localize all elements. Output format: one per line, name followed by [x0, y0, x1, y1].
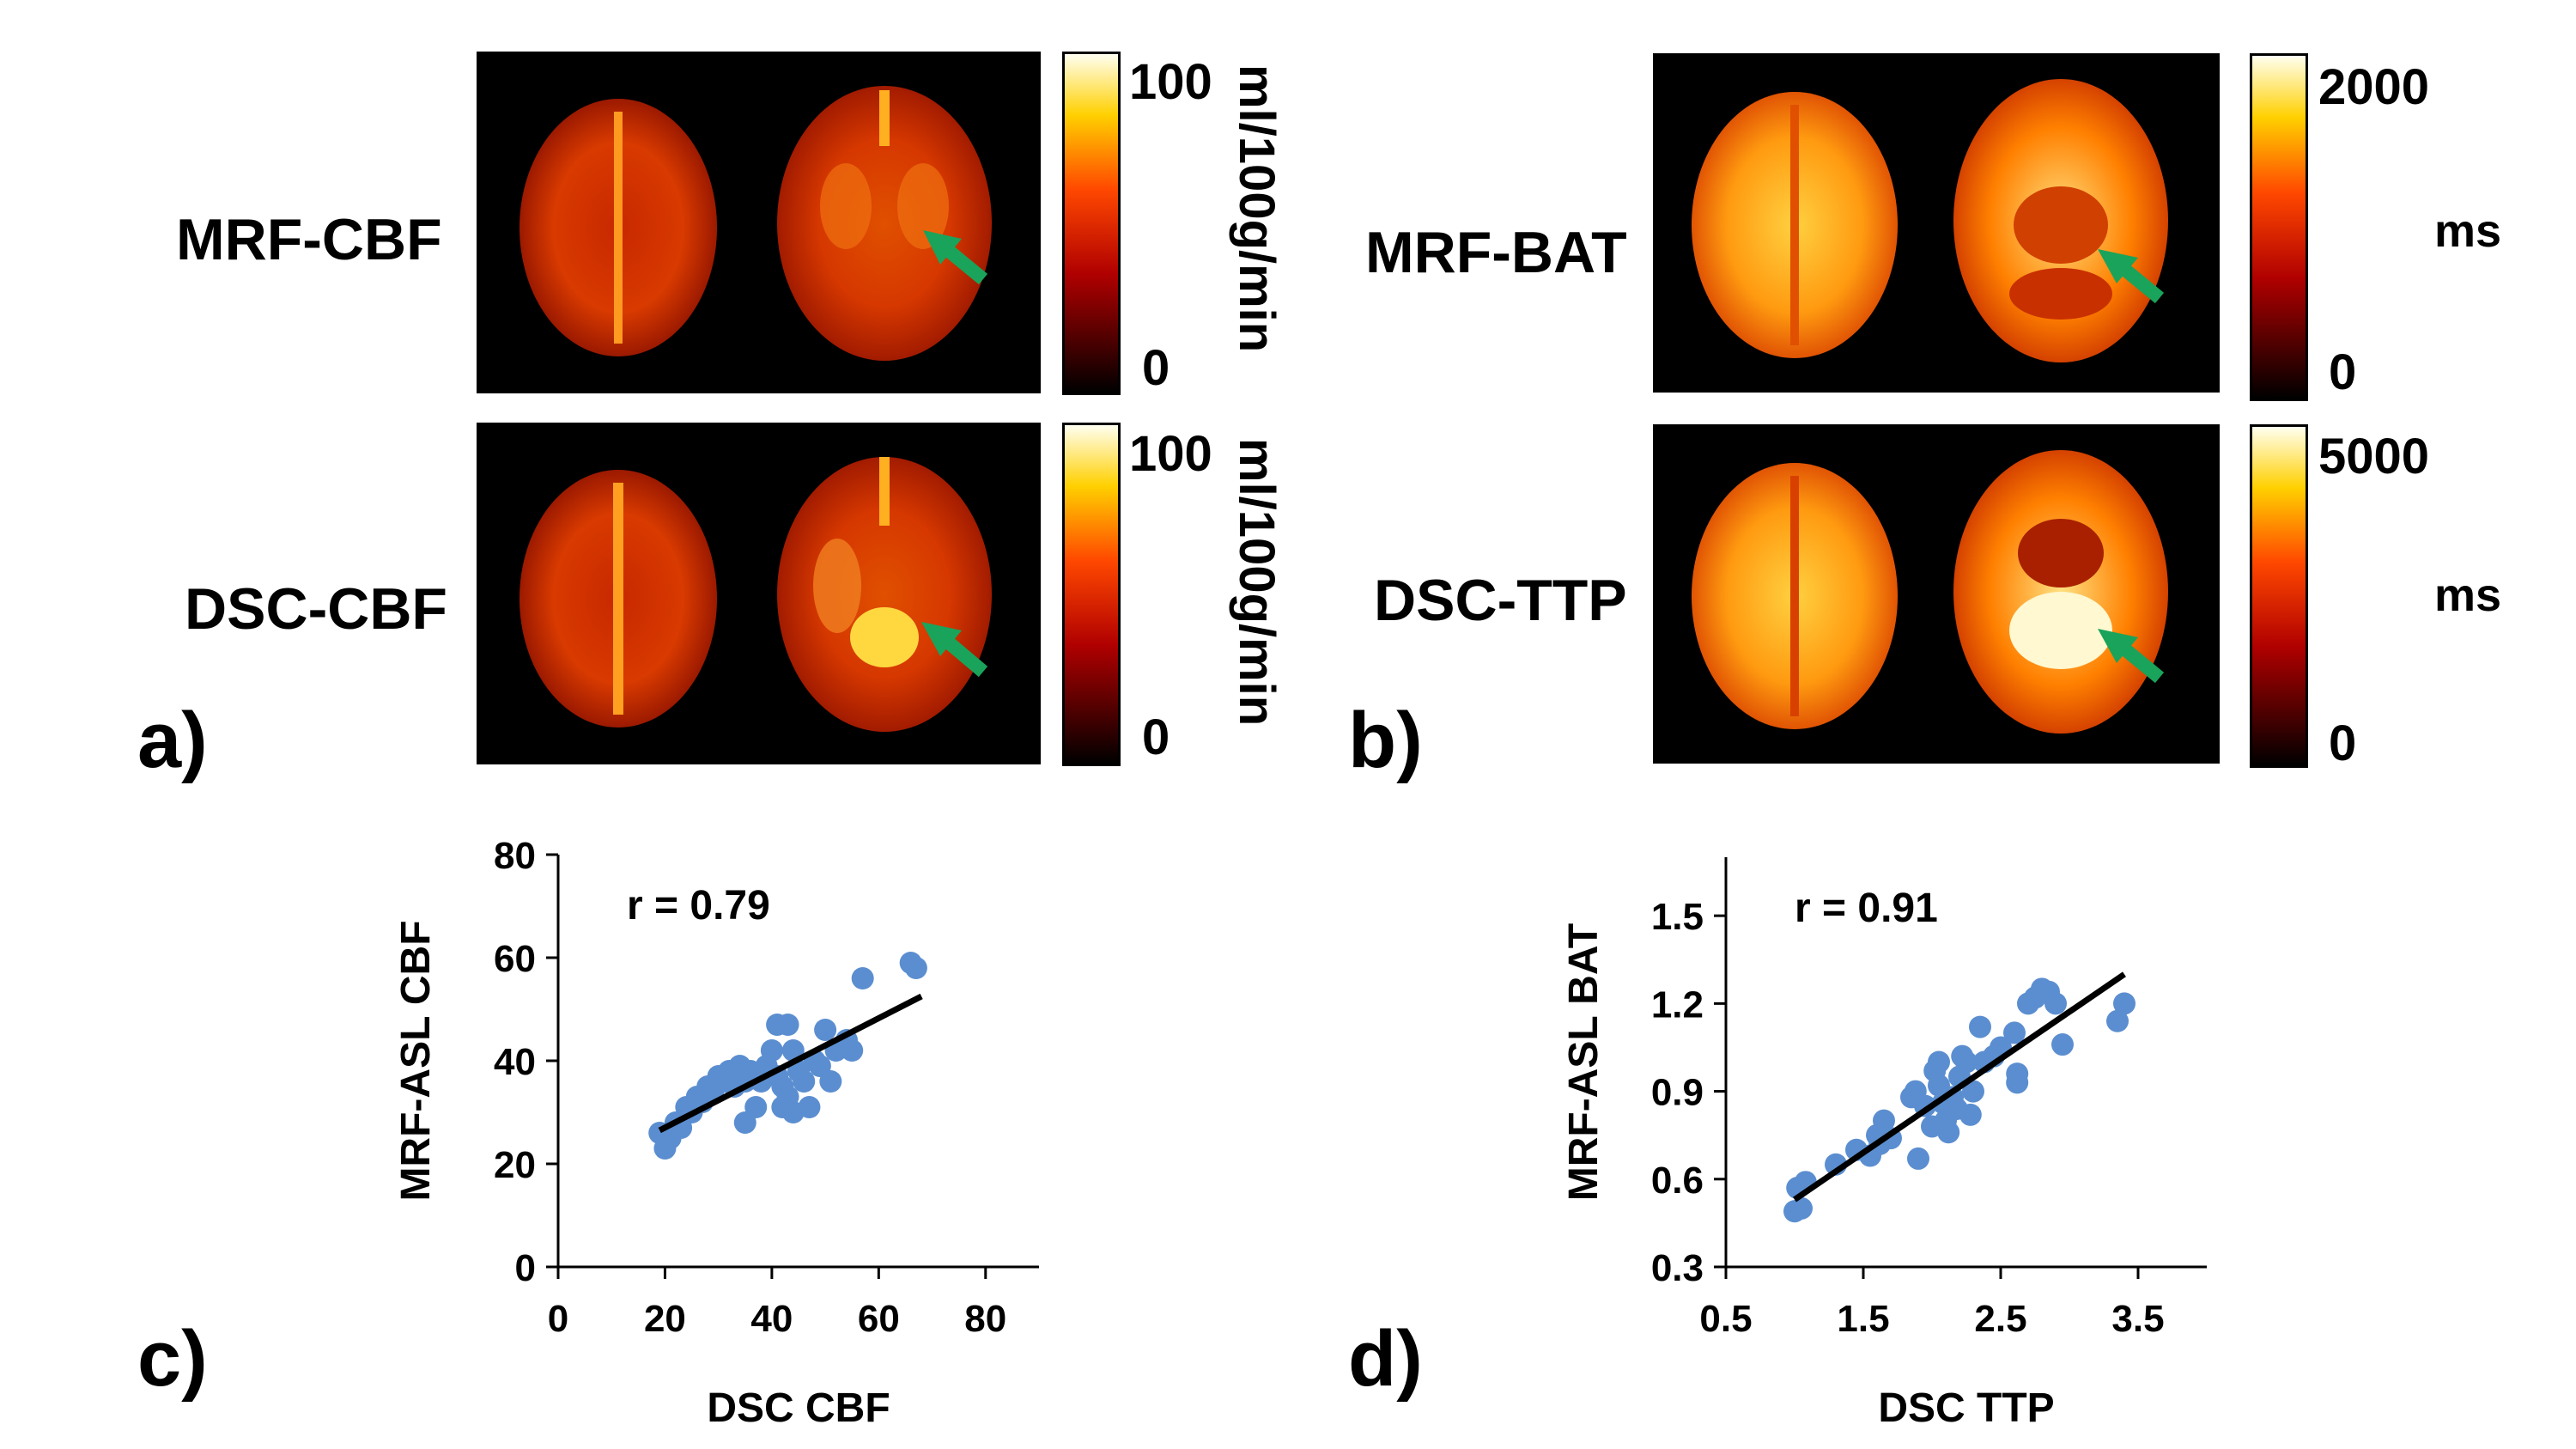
scatter-chart-cbf: 0 20 40 60 80 0 20 40 60 80 r = 0.79 DSC CBF MRF-ASL…	[393, 835, 1039, 1431]
dsc-ttp-map	[1653, 424, 2220, 764]
panel-label-c: c)	[137, 1315, 208, 1403]
data-point	[2006, 1071, 2029, 1094]
data-point	[776, 1014, 799, 1036]
data-point	[1962, 1080, 1984, 1103]
cb-max-dsc-cbf: 100	[1129, 426, 1212, 482]
panel-label-d: d)	[1348, 1315, 1423, 1403]
y-axis-label: MRF-ASL CBF	[393, 920, 439, 1201]
data-point	[2051, 1033, 2074, 1056]
y-tick-label: 0.9	[1651, 1072, 1704, 1114]
dsc-ttp-brains	[1692, 450, 2168, 734]
y-tick-label: 1.5	[1651, 896, 1704, 938]
cb-min-dsc-cbf: 0	[1142, 709, 1170, 765]
arrow-icon	[939, 241, 988, 285]
y-tick-label: 1.2	[1651, 983, 1704, 1026]
row-label-dsc-ttp: DSC-TTP	[1374, 568, 1627, 633]
unit-dsc-ttp: ms	[2434, 569, 2502, 621]
data-point	[904, 957, 927, 979]
data-point	[760, 1039, 783, 1062]
panel-label-b: b)	[1348, 697, 1423, 784]
cb-min-dsc-ttp: 0	[2329, 715, 2357, 771]
arrow-icon	[2116, 640, 2165, 684]
y-tick-label: 80	[494, 835, 536, 877]
correlation-annotation: r = 0.91	[1795, 886, 1938, 931]
colorbar-mrf-cbf	[1062, 52, 1121, 395]
x-axis-label: DSC TTP	[1878, 1385, 2054, 1431]
data-point	[1959, 1103, 1982, 1126]
data-point	[1873, 1109, 1895, 1132]
x-tick-label: 80	[964, 1298, 1006, 1340]
mrf-cbf-map	[477, 52, 1041, 393]
cb-max-mrf-bat: 2000	[2318, 59, 2430, 115]
data-point	[1907, 1147, 1929, 1170]
row-label-mrf-bat: MRF-BAT	[1365, 220, 1627, 285]
y-tick-label: 40	[494, 1041, 536, 1083]
data-point	[1969, 1015, 1991, 1038]
data-point	[1790, 1196, 1813, 1220]
y-tick-label: 0.6	[1651, 1160, 1704, 1202]
unit-mrf-bat: ms	[2434, 205, 2502, 257]
fit-line	[1793, 971, 2126, 1202]
arrow-icon	[939, 633, 988, 678]
data-point	[2044, 992, 2067, 1015]
scatter-chart-bat: 0.3 0.6 0.9 1.2 1.5 0.5 1.5 2.5 3.5 r = 0.91 DSC T…	[1561, 857, 2207, 1431]
cb-max-dsc-ttp: 5000	[2318, 429, 2430, 484]
data-point	[2106, 1009, 2129, 1032]
data-point	[2113, 992, 2136, 1015]
x-tick-label: 1.5	[1837, 1298, 1889, 1340]
y-tick-label: 20	[494, 1144, 536, 1186]
dsc-cbf-map	[477, 423, 1041, 764]
unit-dsc-cbf: ml/100g/min	[1229, 438, 1285, 727]
mrf-cbf-brains	[519, 86, 992, 361]
x-tick-label: 40	[750, 1298, 793, 1340]
colorbar-mrf-bat	[2250, 53, 2308, 401]
data-point	[798, 1096, 821, 1118]
mrf-bat-brains	[1692, 79, 2168, 362]
mrf-bat-map	[1653, 53, 2220, 393]
colorbar-dsc-cbf	[1062, 423, 1121, 766]
fit-line	[658, 993, 923, 1134]
y-tick-label: 0	[515, 1247, 536, 1289]
x-tick-label: 60	[858, 1298, 900, 1340]
data-point	[793, 1070, 816, 1093]
row-label-dsc-cbf: DSC-CBF	[185, 576, 447, 642]
y-axis-label: MRF-ASL BAT	[1561, 923, 1607, 1202]
unit-mrf-cbf: ml/100g/min	[1229, 64, 1285, 353]
x-tick-label: 3.5	[2111, 1298, 2164, 1340]
data-point	[851, 967, 874, 989]
cb-max-mrf-cbf: 100	[1129, 54, 1212, 110]
y-tick-label: 60	[494, 938, 536, 980]
cb-min-mrf-bat: 0	[2329, 344, 2357, 400]
data-point	[841, 1039, 864, 1062]
data-point	[814, 1019, 837, 1041]
y-tick-label: 0.3	[1651, 1247, 1704, 1289]
data-point	[1937, 1121, 1960, 1144]
cb-min-mrf-cbf: 0	[1142, 340, 1170, 396]
data-point	[2003, 1021, 2026, 1044]
colorbar-dsc-ttp	[2250, 424, 2308, 768]
panel-label-a: a)	[137, 697, 208, 784]
x-tick-label: 0.5	[1699, 1298, 1752, 1340]
arrow-icon	[2116, 260, 2165, 304]
x-tick-label: 2.5	[1974, 1298, 2026, 1340]
data-point	[819, 1070, 842, 1093]
data-point	[744, 1096, 768, 1118]
x-tick-label: 20	[644, 1298, 686, 1340]
data-point	[1928, 1050, 1950, 1074]
x-tick-label: 0	[548, 1298, 568, 1340]
row-label-mrf-cbf: MRF-CBF	[176, 207, 442, 272]
data-point	[1955, 1050, 1978, 1074]
dsc-cbf-brains	[519, 457, 992, 732]
correlation-annotation: r = 0.79	[627, 883, 770, 928]
x-axis-label: DSC CBF	[707, 1385, 890, 1431]
